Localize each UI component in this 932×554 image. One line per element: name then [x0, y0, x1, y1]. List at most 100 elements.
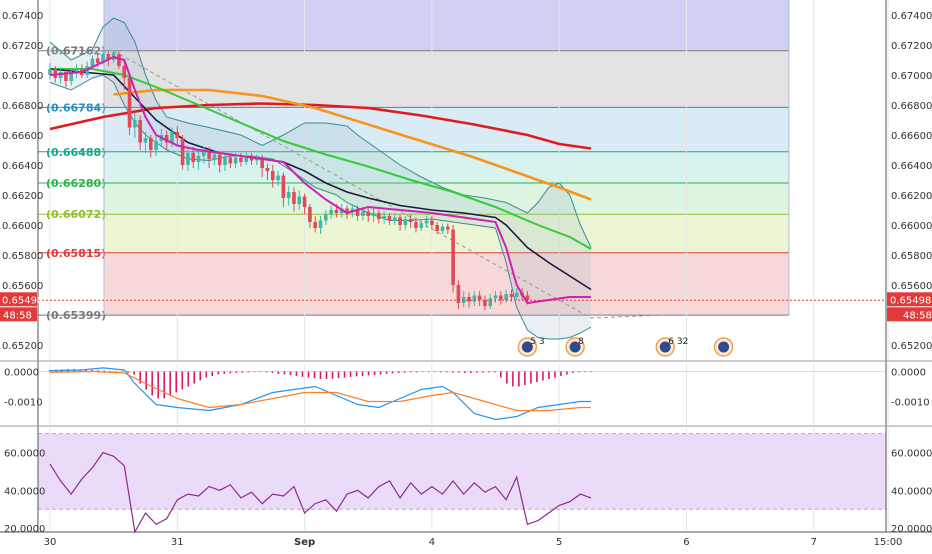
candle-body-45	[286, 192, 291, 198]
rsi-tick-left-0: 60.0000	[4, 449, 45, 460]
candle-body-3	[64, 72, 68, 81]
candle-body-15	[127, 78, 132, 128]
candle-body-80	[472, 295, 477, 302]
bollinger-fill	[50, 18, 591, 339]
candle-body-61	[371, 213, 376, 216]
fib-label-6: (0.65399)	[46, 309, 106, 322]
macd-hist-bar-16	[145, 371, 147, 390]
macd-hist-bar-41	[295, 371, 298, 376]
rsi-tick-right-0: 60.0000	[891, 449, 932, 460]
macd-hist-bar-43	[307, 371, 310, 378]
macd-line	[49, 367, 591, 421]
candle-body-27	[191, 153, 196, 162]
rsi-tick-left-1: 40.0000	[4, 486, 45, 497]
macd-hist-bar-56	[385, 371, 388, 374]
fib-zone-5	[104, 252, 789, 316]
countdown-tag-left-text: 48:58	[3, 310, 32, 321]
macd-hist-bar-8	[97, 370, 99, 372]
countdown-tag-right-text: 48:58	[903, 310, 932, 321]
macd-hist-bar-45	[319, 371, 322, 379]
y-tick-right-0: 0.67400	[891, 11, 932, 22]
countdown-tag-right	[887, 307, 932, 322]
x-tick-2: Sep	[294, 537, 315, 548]
candle-body-88	[514, 292, 519, 297]
macd-hist-bar-35	[259, 371, 262, 373]
candle-body-10	[101, 54, 105, 63]
candle-body-87	[509, 294, 514, 297]
macd-hist-bar-29	[223, 371, 226, 374]
macd-hist-bar-64	[433, 371, 436, 373]
candle-body-30	[207, 151, 211, 159]
price-tag-right-text: 0.65498	[890, 295, 931, 306]
y-tick-left-1: 0.67200	[2, 41, 43, 52]
y-tick-right-7: 0.66000	[891, 221, 932, 232]
macd-hist-bar-85	[560, 371, 562, 376]
candle-body-70	[419, 223, 424, 228]
macd-hist-bar-83	[548, 371, 550, 379]
y-tick-left-4: 0.66600	[2, 131, 43, 142]
candle-body-53	[329, 210, 333, 215]
candle-body-49	[308, 207, 312, 222]
macd-hist-bar-24	[193, 371, 196, 384]
macd-hist-bar-14	[133, 371, 135, 375]
candle-body-44	[281, 175, 286, 198]
candle-body-32	[217, 154, 222, 165]
candle-body-40	[260, 157, 264, 168]
sma-green-line	[50, 68, 592, 250]
macd-hist-bar-81	[536, 371, 538, 382]
macd-hist-bar-7	[91, 370, 93, 372]
price-tag-left-text: 0.65498	[2, 295, 43, 306]
candle-body-9	[95, 58, 100, 63]
candle-body-90	[525, 295, 530, 300]
macd-hist-bar-40	[289, 371, 292, 376]
y-tick-right-8: 0.65800	[891, 251, 932, 262]
candle-body-37	[244, 156, 249, 162]
macd-hist-bar-57	[391, 371, 394, 374]
macd-hist-bar-53	[367, 371, 370, 376]
macd-hist-bar-15	[139, 371, 141, 384]
x-tick-7: 15:00	[874, 537, 903, 548]
candle-body-8	[90, 58, 95, 66]
macd-hist-bar-49	[343, 371, 346, 378]
candle-body-23	[170, 132, 174, 143]
macd-tick-left-0: 0.0000	[4, 368, 39, 379]
macd-signal-line	[49, 370, 591, 412]
macd-hist-bar-19	[163, 371, 166, 399]
x-tick-0: 30	[44, 537, 57, 548]
candle-body-67	[403, 219, 408, 225]
rsi-panel	[38, 433, 886, 534]
macd-hist-bar-48	[337, 371, 340, 379]
candle-body-57	[350, 208, 355, 212]
sma-orange-line	[113, 88, 592, 201]
candle-body-47	[297, 196, 302, 204]
candle-body-76	[451, 229, 455, 285]
candle-body-4	[69, 73, 74, 81]
candle-body-18	[143, 138, 148, 143]
candle-body-43	[276, 175, 280, 180]
x-tick-3: 4	[429, 537, 435, 548]
fib-label-4: (0.66072)	[46, 208, 106, 221]
candle-body-22	[164, 135, 169, 143]
macd-hist-bar-68	[457, 371, 460, 373]
candle-body-81	[477, 295, 482, 300]
fib-label-2: (0.66488)	[46, 146, 106, 159]
fib-label-5: (0.65815)	[46, 247, 106, 260]
y-tick-right-3: 0.66800	[891, 101, 932, 112]
bollinger-lower	[49, 74, 592, 340]
macd-hist-bar-33	[247, 371, 250, 373]
macd-hist-bar-47	[331, 371, 334, 379]
candle-body-77	[456, 285, 461, 303]
y-tick-left-2: 0.67000	[2, 71, 43, 82]
candle-body-11	[106, 54, 111, 60]
candle-body-74	[440, 226, 445, 231]
macd-hist-bar-28	[217, 371, 220, 375]
macd-hist-bar-36	[265, 371, 268, 373]
candle-body-79	[467, 297, 471, 302]
fib-label-3: (0.66280)	[46, 177, 106, 190]
y-tick-left-11: 0.65200	[2, 341, 43, 352]
macd-hist-bar-21	[175, 371, 178, 393]
macd-hist-bar-37	[271, 371, 274, 373]
